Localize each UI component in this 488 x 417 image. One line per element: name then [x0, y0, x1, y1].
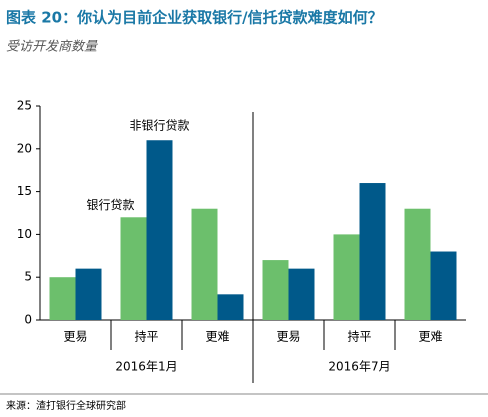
- source: 来源：渣打银行全球研究部: [6, 399, 126, 412]
- chart-title: 图表 20：你认为目前企业获取银行/信托贷款难度如何？: [6, 9, 383, 27]
- y-tick-label: 15: [17, 184, 32, 198]
- bar: [262, 260, 289, 320]
- x-tick-label: 更难: [418, 330, 442, 344]
- group-label: 2016年7月: [328, 360, 390, 374]
- y-tick-label: 10: [17, 227, 32, 241]
- bar: [49, 277, 76, 320]
- bar: [430, 251, 457, 320]
- x-tick-label: 更易: [63, 330, 87, 344]
- series-label: 非银行贷款: [129, 119, 189, 133]
- y-tick-label: 5: [24, 270, 32, 284]
- y-tick-label: 25: [17, 99, 32, 113]
- y-tick-label: 0: [24, 313, 32, 327]
- bar: [217, 294, 244, 320]
- bar: [191, 208, 218, 320]
- y-tick-label: 20: [17, 141, 32, 155]
- bar: [288, 268, 315, 320]
- bar: [75, 268, 102, 320]
- bar: [359, 183, 386, 320]
- x-tick-label: 持平: [347, 329, 371, 344]
- bar: [146, 140, 173, 320]
- group-label: 2016年1月: [115, 360, 177, 374]
- chart-subtitle: 受访开发商数量: [6, 40, 99, 55]
- series-label: 银行贷款: [86, 198, 134, 212]
- x-tick-label: 更易: [276, 330, 300, 344]
- x-tick-label: 持平: [134, 329, 158, 344]
- bar: [404, 208, 431, 320]
- x-tick-label: 更难: [205, 330, 229, 344]
- bar: [333, 234, 360, 320]
- bar: [120, 217, 147, 320]
